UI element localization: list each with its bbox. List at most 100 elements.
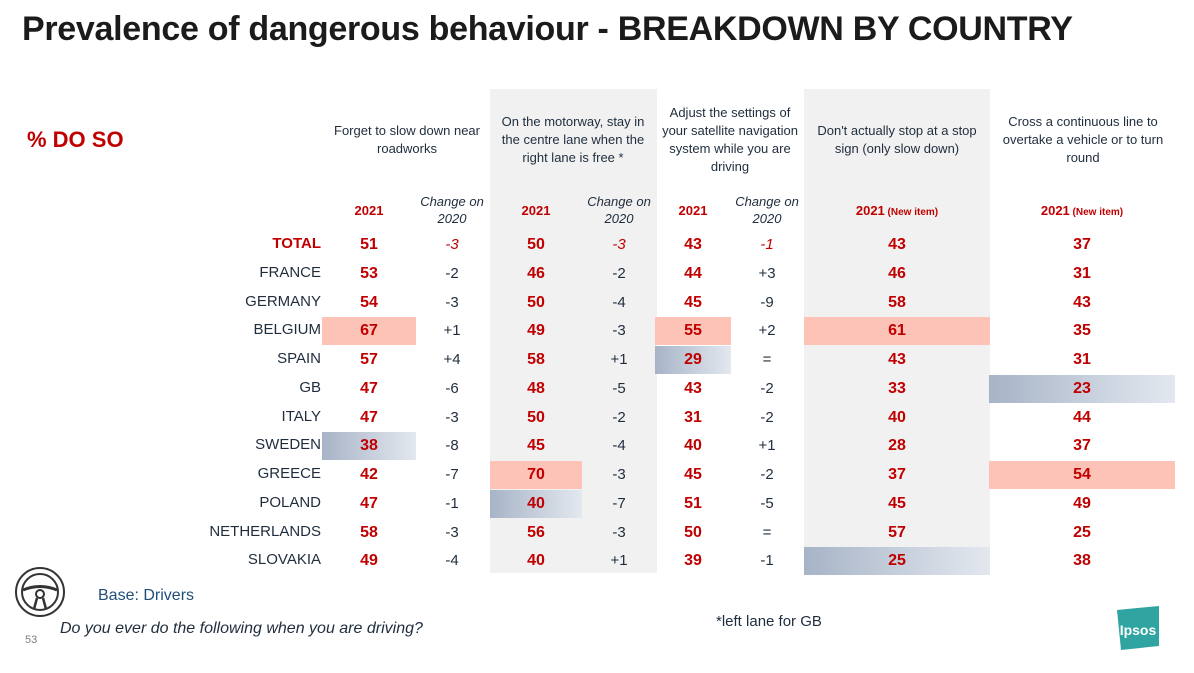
year-subheader: 2021: [521, 203, 551, 218]
change-cell: -7: [612, 494, 626, 512]
change-cell: +1: [758, 437, 776, 455]
change-cell: +2: [758, 322, 776, 340]
value-cell: 50: [527, 236, 545, 253]
row-label-netherlands: NETHERLANDS: [209, 522, 321, 540]
value-cell: 45: [684, 293, 702, 311]
change-cell: -7: [445, 466, 459, 483]
change-cell: -6: [445, 379, 459, 397]
value-cell: 28: [888, 437, 906, 455]
base-note: Base: Drivers: [98, 587, 195, 604]
value-cell: 57: [360, 351, 378, 368]
change-cell: -5: [612, 379, 626, 397]
value-cell: 50: [527, 293, 545, 311]
change-cell: =: [762, 523, 772, 541]
value-cell: 43: [684, 379, 702, 397]
change-cell: -8: [445, 437, 459, 455]
row-label-sweden: SWEDEN: [255, 436, 321, 454]
change-cell: +1: [610, 351, 628, 368]
change-cell: -3: [612, 466, 626, 483]
change-cell: +4: [443, 351, 461, 368]
change-subheader: Change on 2020: [420, 194, 484, 226]
value-cell: 54: [989, 461, 1175, 489]
row-label-greece: GREECE: [257, 465, 321, 482]
value-cell: 35: [1073, 322, 1091, 340]
change-cell: -3: [612, 523, 626, 541]
new-item-note: (New item): [1069, 207, 1124, 218]
change-cell: +1: [610, 552, 628, 570]
value-cell: 39: [684, 552, 702, 570]
change-cell: +1: [443, 322, 461, 340]
change-cell: +3: [758, 264, 776, 282]
ipsos-logo: Ipsos: [1117, 606, 1159, 650]
row-label-gb: GB: [299, 378, 321, 396]
value-cell: 29: [655, 346, 731, 374]
change-cell: -2: [612, 408, 626, 426]
value-cell: 49: [527, 322, 545, 340]
value-cell: 43: [888, 236, 906, 253]
value-cell: 44: [684, 264, 702, 282]
change-subheader: Change on 2020: [735, 194, 799, 226]
value-cell: 55: [655, 317, 731, 346]
value-cell: 38: [322, 432, 416, 461]
new-item-note: (New item): [884, 207, 939, 218]
value-cell: 37: [1073, 437, 1091, 455]
value-cell: 33: [888, 379, 906, 397]
row-label-italy: ITALY: [281, 407, 321, 425]
year-subheader: 2021: [678, 203, 708, 218]
footnote: *left lane for GB: [716, 613, 822, 630]
change-cell: -3: [445, 293, 459, 311]
column-header: Adjust the settings of your satellite na…: [662, 105, 798, 174]
change-cell: -3: [445, 408, 459, 426]
change-cell: -5: [760, 494, 774, 512]
value-cell: 31: [684, 408, 702, 426]
value-cell: 25: [804, 547, 990, 576]
value-cell: 61: [804, 317, 990, 346]
year-subheader: 2021 (New item): [1040, 203, 1124, 218]
value-cell: 40: [527, 552, 545, 570]
change-cell: =: [762, 351, 772, 368]
value-cell: 45: [527, 437, 545, 455]
value-cell: 46: [527, 264, 545, 282]
logo-text: Ipsos: [1120, 622, 1157, 638]
change-cell: -1: [760, 552, 774, 570]
change-cell: -1: [760, 236, 774, 253]
page-number: 53: [25, 634, 38, 646]
value-cell: 45: [684, 466, 702, 483]
value-cell: 49: [1073, 494, 1091, 512]
column-header: Forget to slow down near roadworks: [334, 123, 480, 156]
year-subheader: 2021 (New item): [855, 203, 939, 218]
value-cell: 43: [1073, 293, 1091, 311]
value-cell: 58: [527, 351, 545, 368]
change-cell: -4: [612, 437, 626, 455]
value-cell: 57: [888, 523, 906, 541]
value-cell: 43: [684, 236, 702, 253]
value-cell: 58: [360, 523, 378, 541]
value-cell: 37: [1073, 236, 1091, 253]
row-label-total: TOTAL: [272, 235, 321, 252]
change-cell: -4: [445, 552, 459, 570]
row-label-spain: SPAIN: [277, 350, 321, 367]
column-header: Don't actually stop at a stop sign (only…: [817, 123, 977, 156]
change-cell: -1: [445, 494, 459, 512]
change-cell: -2: [612, 264, 626, 282]
change-cell: -2: [760, 466, 774, 483]
value-cell: 58: [888, 293, 906, 311]
year-subheader: 2021: [354, 203, 384, 218]
value-cell: 49: [360, 552, 378, 570]
value-cell: 38: [1073, 552, 1091, 570]
column-header: On the motorway, stay in the centre lane…: [501, 114, 645, 165]
value-cell: 31: [1073, 351, 1091, 368]
value-cell: 47: [360, 494, 378, 512]
value-cell: 23: [989, 374, 1175, 403]
value-cell: 50: [684, 523, 702, 541]
row-label-france: FRANCE: [259, 263, 321, 281]
value-cell: 40: [490, 489, 582, 518]
column-header: Cross a continuous line to overtake a ve…: [1002, 114, 1164, 165]
value-cell: 42: [360, 466, 378, 483]
value-cell: 70: [490, 461, 582, 489]
change-subheader: Change on 2020: [587, 194, 651, 226]
value-cell: 43: [888, 351, 906, 368]
change-cell: -3: [612, 322, 626, 340]
percent-label: % DO SO: [27, 127, 124, 152]
change-cell: -2: [445, 264, 459, 282]
